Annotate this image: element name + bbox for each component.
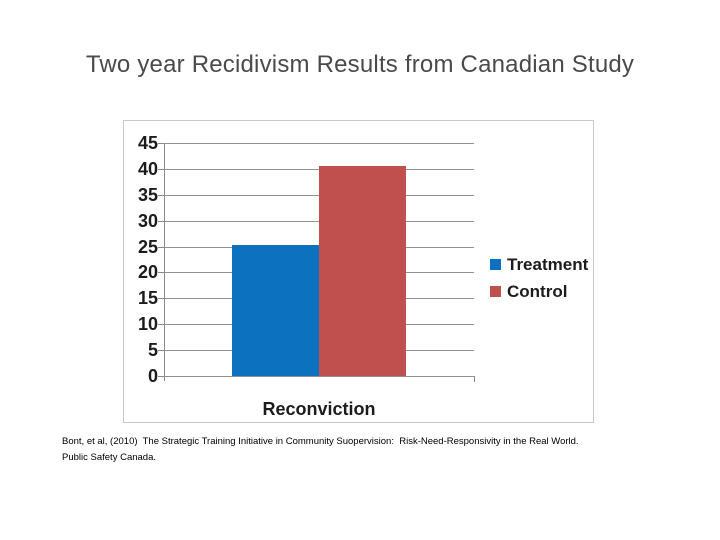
x-axis-end-tick [474, 376, 475, 382]
bar-treatment [232, 245, 319, 376]
legend-item-treatment: Treatment [490, 251, 588, 278]
gridline [164, 143, 474, 144]
chart-legend: Treatment Control [490, 251, 588, 305]
legend-label-treatment: Treatment [507, 254, 589, 274]
y-axis-tick [158, 247, 164, 248]
y-tick-label: 10 [137, 314, 158, 334]
y-tick-label: 5 [147, 340, 158, 360]
y-tick-label: 25 [137, 237, 158, 257]
legend-swatch-control [490, 286, 501, 297]
y-axis-tick [158, 272, 164, 273]
y-axis-tick [158, 350, 164, 351]
citation-line-2: Public Safety Canada. [62, 452, 157, 463]
y-axis-tick [158, 221, 164, 222]
slide-title: Two year Recidivism Results from Canadia… [85, 51, 635, 78]
y-tick-label: 40 [137, 159, 158, 179]
citation: Bont, et al, (2010) The Strategic Traini… [62, 434, 682, 466]
y-tick-label: 20 [137, 262, 158, 282]
gridline [164, 376, 474, 377]
y-tick-label: 0 [147, 366, 158, 386]
y-tick-label: 15 [137, 288, 158, 308]
legend-item-control: Control [490, 278, 588, 305]
legend-swatch-treatment [490, 259, 501, 270]
y-axis-tick [158, 376, 164, 377]
y-tick-label: 30 [137, 211, 158, 231]
y-axis-tick [158, 324, 164, 325]
y-axis-tick [158, 169, 164, 170]
y-axis-tick [158, 143, 164, 144]
y-axis-tick [158, 195, 164, 196]
y-axis-line [164, 143, 165, 381]
bar-chart: 45 40 35 30 25 20 15 10 5 0 Reconviction Treatmen… [123, 120, 594, 423]
y-axis-tick [158, 298, 164, 299]
citation-line-1: Bont, et al, (2010) The Strategic Traini… [62, 436, 579, 447]
chart-plot-area: 45 40 35 30 25 20 15 10 5 0 [124, 121, 593, 422]
bar-control [319, 166, 406, 376]
y-tick-label: 35 [137, 185, 158, 205]
x-axis-label: Reconviction [262, 399, 376, 419]
y-tick-label: 45 [137, 133, 158, 153]
legend-label-control: Control [507, 281, 568, 301]
